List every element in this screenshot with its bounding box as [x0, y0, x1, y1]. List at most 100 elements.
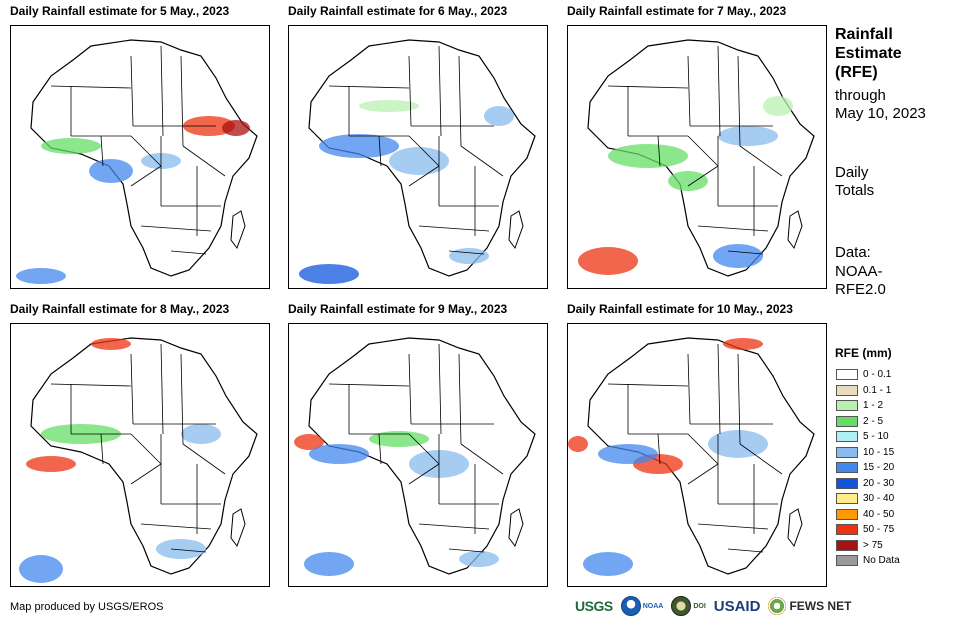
- rainfall-patch: [222, 120, 250, 136]
- country-border: [408, 433, 440, 465]
- madagascar: [787, 210, 803, 250]
- legend-label: 0.1 - 1: [863, 384, 892, 396]
- panel-title: Daily Rainfall estimate for 7 May., 2023: [567, 4, 787, 18]
- legend-swatch: [836, 508, 858, 520]
- country-border: [140, 523, 212, 530]
- country-border: [408, 353, 412, 425]
- legend-swatch: [836, 477, 858, 489]
- rainfall-patch: [708, 430, 768, 458]
- legend-label: 2 - 5: [863, 415, 884, 427]
- legend-item: 10 - 15: [836, 445, 900, 461]
- country-border: [727, 548, 764, 553]
- country-border: [130, 353, 134, 425]
- country-border: [130, 135, 162, 167]
- madagascar: [508, 508, 524, 548]
- country-border: [130, 165, 162, 187]
- country-border: [140, 225, 212, 232]
- rainfall-map-panel: [10, 323, 270, 587]
- country-border: [697, 225, 769, 232]
- country-border: [717, 45, 721, 137]
- legend-label: 20 - 30: [863, 477, 895, 489]
- rainfall-patch: [713, 244, 763, 268]
- legend-heading-line3: (RFE): [835, 64, 878, 81]
- legend-label: 40 - 50: [863, 508, 895, 520]
- country-border: [458, 353, 462, 445]
- country-border: [418, 523, 490, 530]
- legend-swatch: [836, 369, 858, 381]
- legend-item: 30 - 40: [836, 491, 900, 507]
- legend-swatch: [836, 384, 858, 396]
- country-border: [607, 383, 689, 387]
- country-border: [180, 55, 184, 147]
- rainfall-map-panel: [288, 323, 548, 587]
- legend-label: > 75: [863, 539, 883, 551]
- rainfall-patch: [568, 436, 588, 452]
- logo-strip: USGS NOAA DOI USAID FEWS NET: [575, 596, 851, 616]
- data-source-line2: NOAA-: [835, 263, 883, 280]
- country-border: [727, 250, 764, 255]
- doi-seal-icon: [671, 596, 692, 616]
- legend-swatch: [836, 446, 858, 458]
- country-border: [687, 353, 691, 425]
- country-border: [130, 55, 134, 127]
- rainfall-patch: [41, 138, 101, 154]
- rainfall-patch: [369, 431, 429, 447]
- legend-swatch: [836, 493, 858, 505]
- legend-label: 0 - 0.1: [863, 369, 892, 381]
- country-border: [657, 433, 661, 465]
- legend-item: 50 - 75: [836, 522, 900, 538]
- rainfall-map-panel: [567, 323, 827, 587]
- rainfall-map-panel: [10, 25, 270, 289]
- country-borders: [328, 343, 504, 553]
- rainfall-patch: [359, 100, 419, 112]
- rainfall-overlay: [294, 431, 499, 576]
- legend-item: > 75: [836, 538, 900, 554]
- rainfall-patch: [484, 106, 514, 126]
- africa-map: [16, 39, 258, 284]
- fews-net-logo: FEWS NET: [768, 597, 851, 615]
- legend-swatch: [836, 524, 858, 536]
- rainfall-patch: [668, 171, 708, 191]
- legend-heading-line1: Rainfall: [835, 26, 893, 43]
- country-borders: [607, 45, 783, 255]
- country-border: [458, 55, 462, 147]
- rainfall-patch: [309, 444, 369, 464]
- country-border: [170, 548, 207, 553]
- legend-label: 15 - 20: [863, 462, 895, 474]
- rainfall-map-panel: [288, 25, 548, 289]
- country-borders: [607, 343, 783, 553]
- country-border: [460, 443, 504, 475]
- africa-map: [568, 337, 815, 576]
- usgs-logo: USGS: [575, 598, 613, 614]
- country-border: [408, 463, 440, 485]
- legend-swatch: [836, 555, 858, 567]
- usaid-logo: USAID: [713, 597, 761, 615]
- rainfall-patch: [449, 248, 489, 264]
- through-label: through: [835, 87, 886, 104]
- country-border: [408, 165, 440, 187]
- rainfall-patch: [319, 134, 399, 158]
- country-border: [180, 353, 184, 445]
- country-border: [438, 45, 442, 137]
- country-border: [130, 463, 162, 485]
- country-border: [328, 85, 410, 89]
- panel-title: Daily Rainfall estimate for 10 May., 202…: [567, 302, 793, 316]
- rainfall-overlay: [568, 338, 768, 576]
- rainfall-patch: [91, 338, 131, 350]
- totals-line1: Daily: [835, 164, 869, 181]
- data-source-line3: RFE2.0: [835, 281, 886, 298]
- panel-title: Daily Rainfall estimate for 6 May., 2023: [288, 4, 508, 18]
- through-date: May 10, 2023: [835, 105, 926, 122]
- rainfall-patch: [19, 555, 63, 583]
- country-border: [438, 343, 442, 435]
- country-border: [182, 443, 226, 475]
- legend-item: 1 - 2: [836, 398, 900, 414]
- country-border: [737, 55, 741, 147]
- legend-item: No Data: [836, 553, 900, 569]
- legend-label: 1 - 2: [863, 400, 884, 412]
- legend-swatch: [836, 415, 858, 427]
- country-border: [717, 343, 721, 435]
- rainfall-patch: [181, 424, 221, 444]
- africa-outline: [30, 337, 258, 575]
- country-border: [687, 433, 719, 465]
